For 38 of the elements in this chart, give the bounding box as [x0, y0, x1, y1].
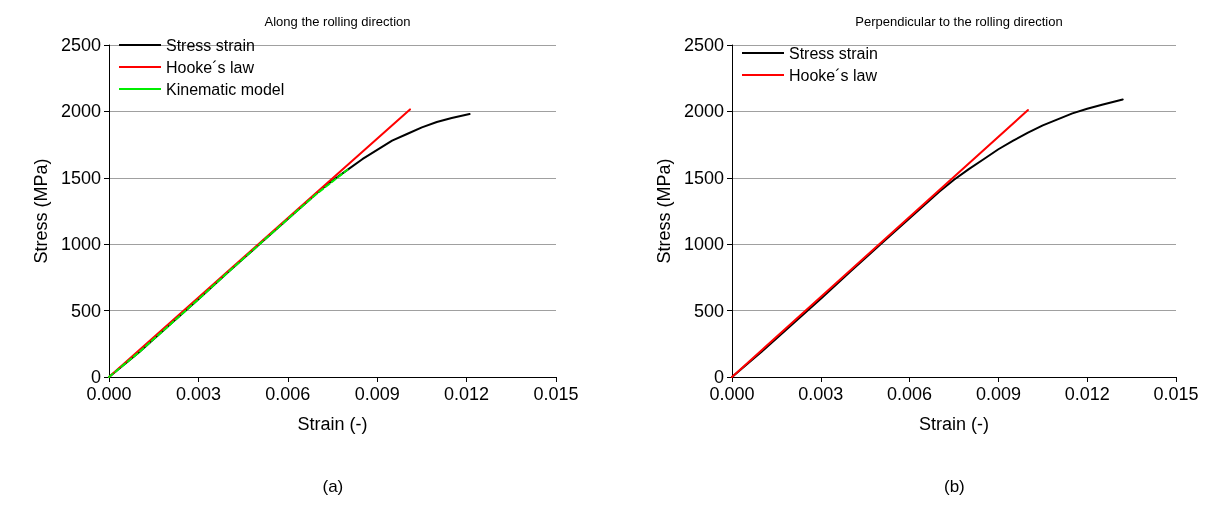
legend-label: Stress strain: [789, 44, 878, 62]
x-tick-label: 0.000: [709, 384, 755, 404]
text: (b): [944, 477, 965, 496]
x-tick-label: 0.012: [1064, 384, 1110, 404]
x-tick-label: 0.015: [533, 384, 579, 404]
y-tick-label: 0: [713, 367, 724, 387]
x-tick-label: 0.000: [86, 384, 132, 404]
text: (a): [322, 477, 344, 496]
x-axis-title: Strain (-): [297, 414, 368, 434]
y-tick-label: 1000: [60, 234, 101, 255]
legend-label: Kinematic model: [166, 80, 285, 98]
y-tick-label: 2000: [60, 101, 101, 122]
x-axis-title: Strain (-): [918, 414, 990, 434]
y-tick-label: 2500: [60, 35, 101, 55]
y-tick-label: 2500: [683, 35, 724, 55]
y-tick-label: 1500: [683, 167, 724, 188]
x-tick-label: 0.003: [175, 384, 221, 404]
x-tick-label: 0.003: [798, 384, 844, 404]
x-tick-label: 0.006: [265, 384, 311, 404]
line-series: [108, 168, 349, 378]
y-axis-title: Stress (MPa): [654, 158, 675, 264]
y-tick-label: 2000: [683, 101, 724, 122]
legend-label: Hooke´s law: [789, 66, 878, 84]
y-tick-label: 1000: [683, 234, 724, 255]
legend-label: Hooke´s law: [166, 58, 255, 76]
y-tick-label: 1500: [60, 167, 101, 188]
x-tick-label: 0.009: [354, 384, 400, 404]
y-tick-label: 0: [90, 367, 101, 387]
x-tick-label: 0.012: [444, 384, 490, 404]
y-axis-title: Stress (MPa): [31, 158, 52, 264]
x-tick-label: 0.009: [975, 384, 1021, 404]
chart-title: Perpendicular to the rolling direction: [855, 14, 1063, 29]
x-tick-label: 0.015: [1153, 384, 1199, 404]
legend-label: Stress strain: [166, 36, 255, 54]
y-tick-label: 500: [70, 300, 101, 321]
y-tick-label: 500: [693, 300, 724, 321]
x-tick-label: 0.006: [887, 384, 933, 404]
chart-title: Along the rolling direction: [264, 14, 411, 29]
